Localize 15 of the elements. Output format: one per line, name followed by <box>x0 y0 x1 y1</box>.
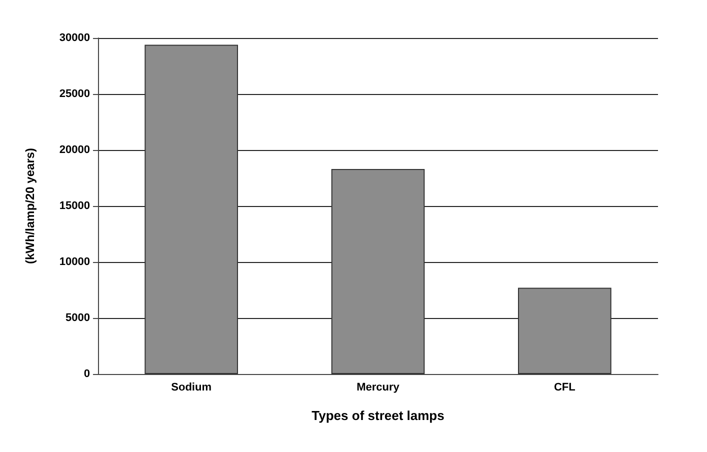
y-tick-label: 30000 <box>59 32 90 44</box>
bar <box>518 288 612 374</box>
bar <box>144 44 238 374</box>
y-tick-label: 5000 <box>66 312 90 324</box>
y-tick-label: 0 <box>84 368 90 380</box>
y-tick-label: 25000 <box>59 88 90 100</box>
bar <box>331 169 425 374</box>
y-tick-label: 20000 <box>59 144 90 156</box>
y-tick-label: 15000 <box>59 200 90 212</box>
x-axis-title: Types of street lamps <box>312 408 444 423</box>
x-tick-label: CFL <box>554 382 576 394</box>
x-tick-label: Sodium <box>171 382 212 394</box>
y-tick-label: 10000 <box>59 256 90 268</box>
x-tick-label: Mercury <box>356 382 400 394</box>
y-axis-title: (kWh/lamp/20 years) <box>23 148 37 264</box>
